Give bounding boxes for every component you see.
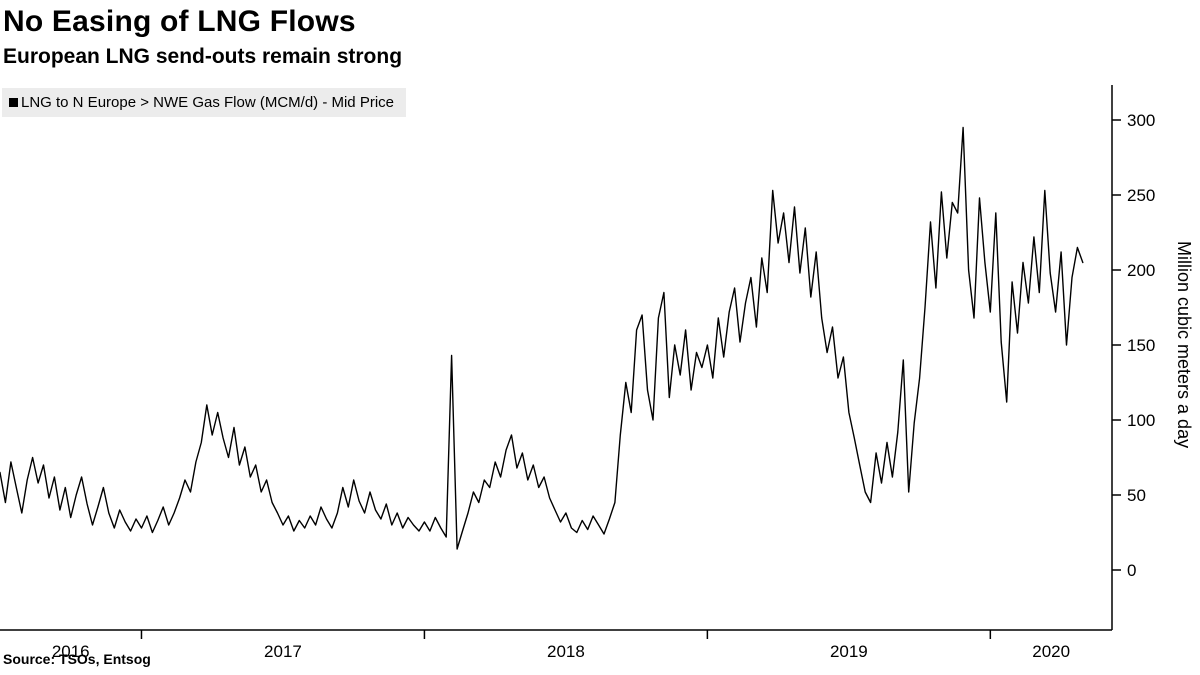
y-tick-label: 0: [1127, 561, 1136, 580]
x-tick-label: 2018: [547, 642, 585, 661]
y-tick-label: 100: [1127, 411, 1155, 430]
x-tick-label: 2020: [1032, 642, 1070, 661]
x-tick-label: 2017: [264, 642, 302, 661]
x-tick-label: 2019: [830, 642, 868, 661]
y-tick-label: 250: [1127, 186, 1155, 205]
x-tick-label: 2016: [52, 642, 90, 661]
y-tick-label: 300: [1127, 111, 1155, 130]
legend: LNG to N Europe > NWE Gas Flow (MCM/d) -…: [2, 88, 406, 117]
legend-marker-icon: [9, 98, 18, 107]
chart-subtitle: European LNG send-outs remain strong: [3, 45, 403, 68]
y-axis-title: Million cubic meters a day: [1174, 241, 1194, 449]
y-tick-label: 150: [1127, 336, 1155, 355]
legend-label: LNG to N Europe > NWE Gas Flow (MCM/d) -…: [21, 94, 394, 111]
data-line: [0, 126, 1084, 550]
source-note: Source: TSOs, Entsog: [3, 651, 151, 667]
chart-title: No Easing of LNG Flows: [3, 5, 356, 38]
y-tick-label: 50: [1127, 486, 1146, 505]
y-tick-label: 200: [1127, 261, 1155, 280]
